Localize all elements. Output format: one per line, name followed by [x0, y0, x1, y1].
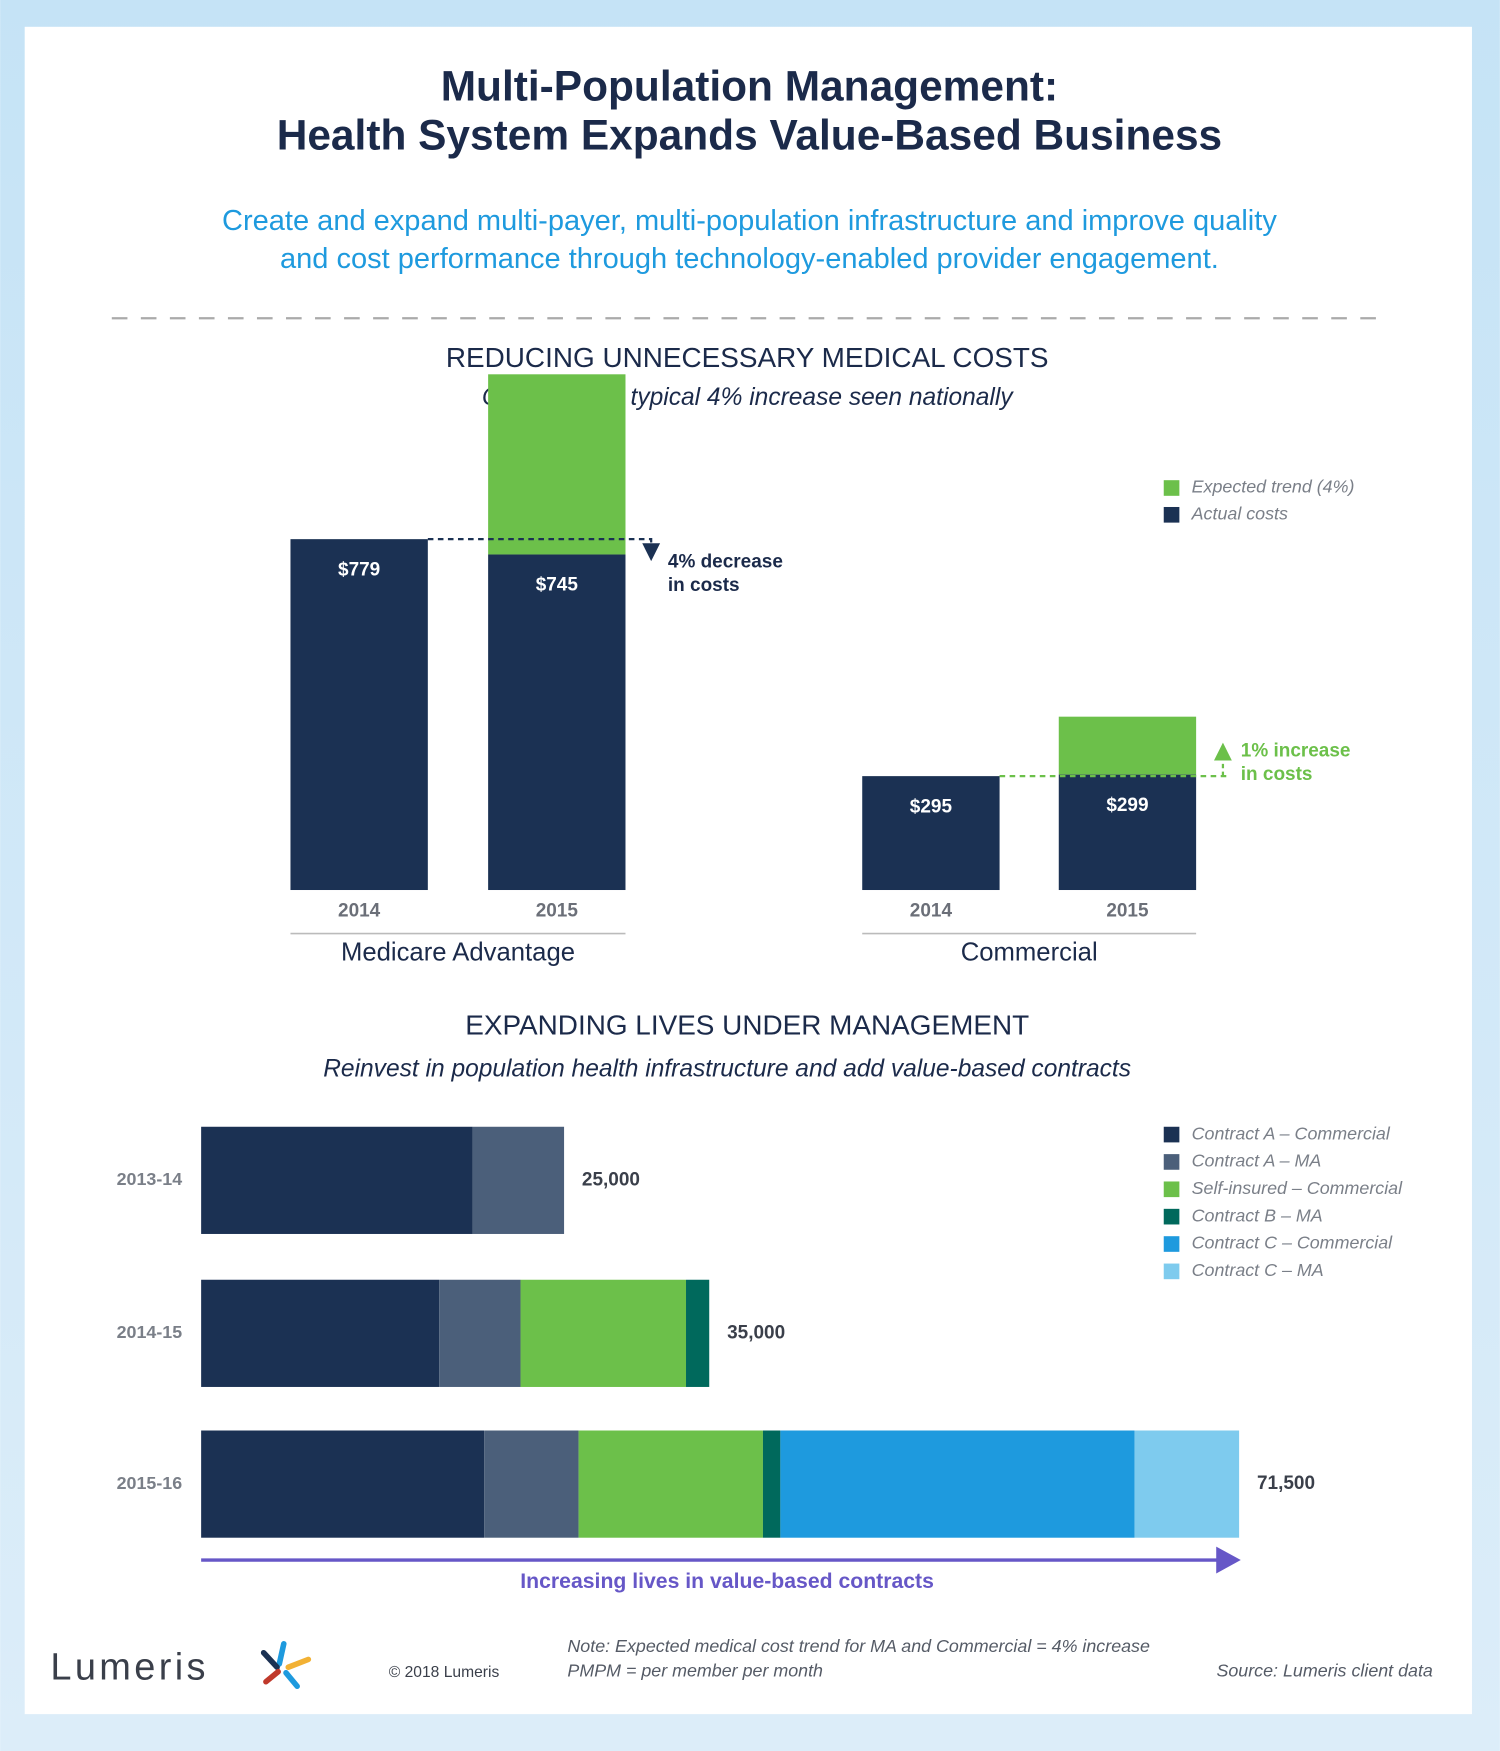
section-title: EXPANDING LIVES UNDER MANAGEMENT [465, 1010, 1029, 1041]
y-tick-label: 2013-14 [117, 1169, 183, 1189]
x-tick-label: 2015 [1106, 900, 1149, 921]
group-label: Commercial [961, 938, 1098, 966]
logo: Lumeris [50, 1647, 208, 1689]
logo-icon [260, 1641, 312, 1690]
annotation: in costs [668, 575, 740, 596]
x-tick-label: 2014 [338, 900, 381, 921]
annotation-arrowhead [1213, 742, 1232, 761]
legend-swatch [1163, 506, 1180, 523]
source: Source: Lumeris client data [1216, 1660, 1432, 1680]
legend-label: Self-insured – Commercial [1192, 1178, 1403, 1198]
total-label: 71,500 [1257, 1473, 1315, 1494]
bar-segment [686, 1279, 710, 1387]
legend-swatch [1163, 1126, 1180, 1143]
annotation: Increasing lives in value-based contract… [520, 1570, 934, 1593]
bar-segment [488, 554, 626, 891]
value-label: $299 [1106, 795, 1148, 816]
section-subtitle: Reinvest in population health infrastruc… [323, 1055, 1131, 1082]
bar-segment [578, 1430, 763, 1538]
y-tick-label: 2015-16 [117, 1473, 183, 1493]
value-label: $745 [536, 575, 579, 596]
legend-swatch [1163, 1154, 1180, 1170]
annotation: 1% increase [1241, 741, 1351, 762]
bar-segment [1134, 1430, 1240, 1538]
copyright: © 2018 Lumeris [389, 1664, 500, 1681]
x-tick-label: 2015 [536, 900, 579, 921]
legend-swatch [1163, 1208, 1180, 1225]
bar-segment [484, 1430, 579, 1538]
legend-label: Contract A – MA [1192, 1151, 1322, 1171]
bar-segment [201, 1430, 485, 1538]
note: PMPM = per member per month [567, 1660, 823, 1680]
legend-label: Contract C – MA [1192, 1260, 1324, 1280]
legend-swatch [1163, 1263, 1180, 1280]
bar-segment [1058, 716, 1197, 775]
x-tick-label: 2014 [910, 900, 953, 921]
bar-segment [488, 374, 626, 555]
title: Multi-Population Management: [441, 63, 1058, 110]
note: Note: Expected medical cost trend for MA… [567, 1636, 1150, 1656]
annotation-arrowhead [642, 543, 661, 562]
legend-label: Actual costs [1191, 504, 1288, 524]
bar-segment [439, 1279, 521, 1387]
value-label: $779 [338, 559, 380, 580]
bar-segment [1058, 774, 1197, 891]
bar-segment [290, 539, 428, 891]
bar-segment [201, 1126, 473, 1234]
legend-label: Contract A – Commercial [1192, 1123, 1391, 1143]
section-title: REDUCING UNNECESSARY MEDICAL COSTS [446, 342, 1049, 373]
legend-swatch [1163, 480, 1180, 496]
group-label: Medicare Advantage [341, 938, 575, 966]
legend-label: Contract C – Commercial [1192, 1233, 1394, 1253]
bar-segment [862, 776, 1000, 891]
bar-segment [201, 1279, 440, 1387]
legend-swatch [1163, 1236, 1180, 1252]
annotation: in costs [1241, 764, 1313, 785]
total-label: 25,000 [582, 1169, 640, 1190]
title: Health System Expands Value-Based Busine… [277, 112, 1222, 159]
subtitle: Create and expand multi-payer, multi-pop… [222, 205, 1277, 237]
subtitle: and cost performance through technology-… [280, 243, 1219, 275]
annotation-arrow [427, 538, 653, 548]
total-label: 35,000 [727, 1322, 785, 1343]
annotation: 4% decrease [668, 552, 783, 573]
bar-segment [780, 1430, 1135, 1538]
bar-segment [762, 1430, 781, 1538]
legend-label: Contract B – MA [1192, 1205, 1323, 1225]
legend-swatch [1163, 1181, 1180, 1198]
bar-segment [472, 1126, 565, 1234]
bar-segment [520, 1279, 687, 1387]
y-tick-label: 2014-15 [117, 1322, 183, 1342]
legend-label: Expected trend (4%) [1192, 477, 1355, 497]
progress-arrowhead [1216, 1546, 1241, 1574]
value-label: $295 [910, 796, 953, 817]
